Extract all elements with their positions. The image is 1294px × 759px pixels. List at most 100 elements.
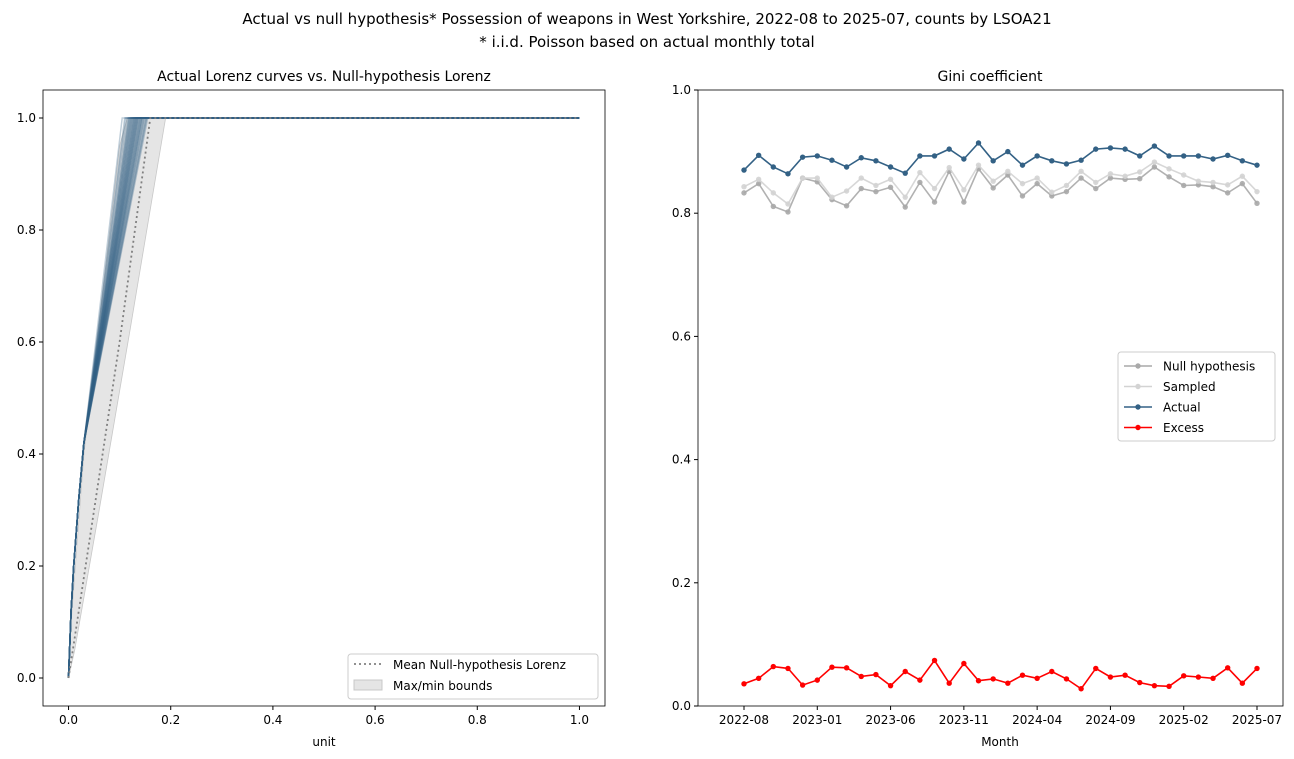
actual-lorenz-curve bbox=[67, 117, 580, 679]
y-tick-label: 0.0 bbox=[17, 671, 36, 685]
actual-lorenz-curve bbox=[67, 117, 580, 679]
data-point bbox=[843, 188, 850, 194]
data-point bbox=[785, 665, 791, 672]
data-point bbox=[1151, 159, 1158, 165]
data-point bbox=[887, 164, 894, 170]
data-point bbox=[1019, 672, 1026, 678]
actual-lorenz-curve bbox=[67, 117, 580, 679]
legend-box bbox=[347, 653, 599, 700]
x-tick-label: 2023-01 bbox=[792, 713, 842, 727]
data-point bbox=[1137, 169, 1143, 175]
x-tick-label: 2024-04 bbox=[1012, 713, 1062, 727]
data-point bbox=[1181, 172, 1187, 178]
data-point bbox=[785, 209, 791, 215]
data-point bbox=[961, 187, 967, 193]
data-point bbox=[1034, 175, 1040, 181]
data-point bbox=[755, 176, 762, 183]
data-point bbox=[1239, 173, 1246, 179]
data-point bbox=[829, 157, 835, 163]
gini-legend: Null hypothesis Sampled Actual Excess bbox=[1117, 351, 1276, 442]
y-tick-label: 0.8 bbox=[672, 206, 691, 220]
data-point bbox=[1078, 157, 1084, 163]
data-point bbox=[1195, 153, 1202, 159]
data-point bbox=[1019, 180, 1026, 187]
data-point bbox=[917, 169, 923, 176]
x-tick-label: 0.6 bbox=[366, 713, 385, 727]
data-point bbox=[858, 155, 864, 161]
data-point bbox=[1005, 148, 1011, 155]
data-point bbox=[755, 180, 762, 187]
gini-axes-frame bbox=[697, 89, 1284, 707]
actual-lorenz-curve bbox=[67, 117, 580, 679]
lorenz-legend: Mean Null-hypothesis Lorenz Max/min bound… bbox=[347, 653, 599, 700]
actual-lorenz-curve bbox=[67, 117, 580, 679]
data-point bbox=[1210, 184, 1216, 190]
data-point bbox=[770, 164, 777, 170]
data-point bbox=[931, 153, 938, 159]
actual-lorenz-curve bbox=[67, 117, 580, 679]
legend-label: Sampled bbox=[1163, 380, 1216, 394]
legend-marker bbox=[1135, 363, 1141, 369]
actual-lorenz-curve bbox=[67, 117, 580, 679]
data-point bbox=[1137, 679, 1143, 686]
data-point bbox=[741, 681, 747, 687]
data-point bbox=[770, 663, 777, 670]
data-point bbox=[1063, 161, 1070, 167]
actual-lorenz-curve bbox=[67, 117, 580, 679]
data-point bbox=[1224, 665, 1231, 671]
data-point bbox=[785, 201, 791, 207]
data-point bbox=[755, 675, 762, 681]
data-point bbox=[1093, 146, 1099, 152]
data-point bbox=[1107, 171, 1114, 177]
actual-lorenz-curve bbox=[67, 117, 580, 679]
data-point bbox=[873, 671, 879, 678]
y-tick-label: 0.4 bbox=[672, 453, 691, 467]
data-point bbox=[1224, 190, 1231, 196]
data-point bbox=[1107, 674, 1114, 680]
data-point bbox=[1078, 686, 1084, 692]
actual-lorenz-curve bbox=[67, 117, 580, 679]
data-point bbox=[990, 185, 996, 191]
legend-mean-null-label: Mean Null-hypothesis Lorenz bbox=[393, 658, 566, 672]
data-point bbox=[1049, 193, 1055, 199]
data-point bbox=[946, 680, 952, 686]
data-point bbox=[1254, 200, 1260, 207]
actual-lorenz-curve bbox=[67, 117, 580, 679]
data-point bbox=[829, 664, 835, 670]
data-point bbox=[1181, 182, 1187, 189]
data-point bbox=[873, 158, 879, 164]
data-point bbox=[1093, 179, 1099, 186]
data-point bbox=[814, 153, 820, 159]
data-point bbox=[858, 185, 864, 192]
data-point bbox=[770, 190, 777, 196]
actual-lorenz-curve bbox=[67, 117, 580, 679]
actual-lorenz-curve bbox=[67, 117, 580, 679]
data-point bbox=[1224, 182, 1231, 188]
data-point bbox=[1019, 162, 1026, 168]
data-point bbox=[1063, 182, 1070, 189]
data-point bbox=[1210, 675, 1216, 681]
actual-lorenz-curve bbox=[67, 117, 580, 679]
gini-xlabel: Month bbox=[981, 735, 1019, 749]
data-point bbox=[1049, 668, 1055, 675]
data-point bbox=[961, 156, 967, 162]
lorenz-axes-frame bbox=[42, 89, 606, 707]
series-line-actual bbox=[743, 141, 1258, 175]
data-point bbox=[741, 190, 747, 196]
data-point bbox=[1078, 175, 1084, 181]
actual-lorenz-curve bbox=[67, 117, 580, 679]
figure-title: Actual vs null hypothesis* Possession of… bbox=[242, 10, 1051, 28]
x-tick-label: 0.2 bbox=[161, 713, 180, 727]
data-point bbox=[931, 185, 938, 192]
data-point bbox=[873, 182, 879, 189]
actual-lorenz-curve bbox=[67, 117, 580, 679]
data-point bbox=[873, 188, 879, 195]
data-point bbox=[814, 677, 820, 683]
data-point bbox=[1166, 166, 1172, 172]
data-point bbox=[1195, 178, 1202, 184]
data-point bbox=[931, 199, 938, 205]
data-point bbox=[1195, 674, 1202, 680]
data-point bbox=[1151, 164, 1158, 170]
data-point bbox=[1166, 683, 1172, 689]
data-point bbox=[1063, 676, 1070, 682]
